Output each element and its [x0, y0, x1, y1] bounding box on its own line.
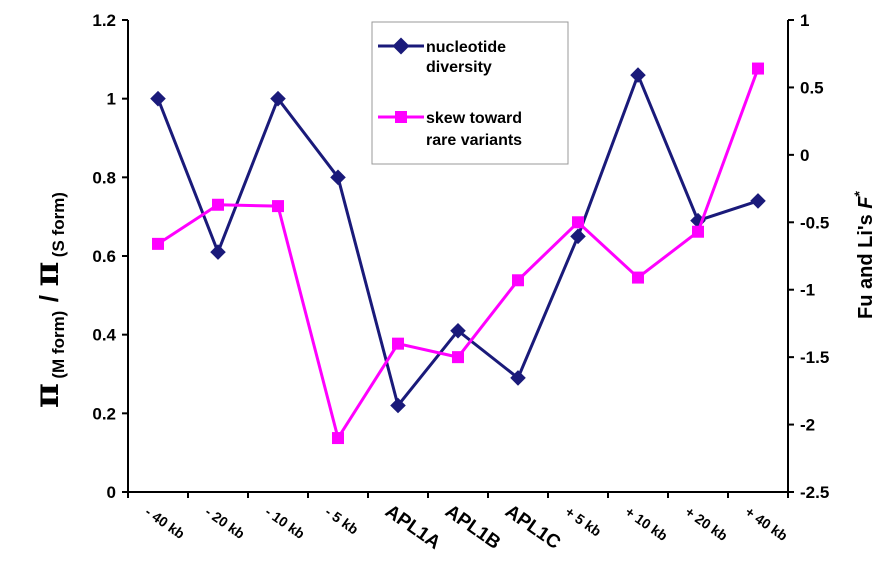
- x-tick-label: - 5 kb: [322, 503, 361, 537]
- data-point-nucleotide-diversity: [330, 169, 346, 186]
- data-point-nucleotide-diversity: [210, 244, 226, 260]
- legend-marker-skew: [395, 111, 407, 123]
- y2-tick-label: -1: [800, 281, 815, 300]
- data-point-skew: [752, 62, 764, 75]
- legend-label-skew: skew toward: [426, 110, 522, 127]
- y2-tick-label: 0: [800, 146, 809, 165]
- data-point-skew: [392, 337, 404, 350]
- data-point-nucleotide-diversity: [630, 67, 646, 83]
- y2-tick-label: 0.5: [800, 78, 824, 97]
- x-tick-label: APL1B: [441, 501, 504, 554]
- legend-label-nucleotide-diversity-line2: diversity: [426, 59, 492, 76]
- x-tick-label: + 10 kb: [622, 503, 670, 544]
- y-tick-label: 0.8: [92, 168, 116, 187]
- y2-tick-label: -1.5: [800, 348, 829, 367]
- y-tick-label: 1.2: [92, 11, 116, 30]
- x-tick-label: - 10 kb: [262, 503, 308, 542]
- x-tick-label: - 40 kb: [142, 503, 188, 542]
- data-point-skew: [572, 216, 584, 229]
- data-point-skew: [632, 271, 644, 284]
- x-tick-label: + 5 kb: [562, 503, 604, 539]
- legend: nucleotide diversity skew toward rare va…: [371, 21, 569, 165]
- legend-label-skew-line2: rare variants: [426, 132, 522, 149]
- data-point-nucleotide-diversity: [150, 90, 166, 107]
- y-tick-label: 0: [107, 483, 116, 502]
- y-tick-label: 0.2: [92, 404, 116, 423]
- y-tick-label: 0.6: [92, 247, 116, 266]
- data-point-skew: [212, 198, 224, 211]
- x-tick-label: - 20 kb: [202, 503, 248, 542]
- data-point-skew: [272, 200, 284, 213]
- y-tick-label: 0.4: [92, 326, 116, 345]
- data-point-skew: [452, 351, 464, 364]
- legend-label-nucleotide-diversity: nucleotide: [426, 39, 506, 56]
- data-point-nucleotide-diversity: [750, 193, 766, 209]
- data-point-skew: [692, 225, 704, 238]
- y-axis-title: π (M form) / π (S form): [27, 192, 68, 408]
- x-tick-label: APL1C: [501, 501, 564, 554]
- data-point-skew: [512, 274, 524, 287]
- y2-tick-label: 1: [800, 11, 809, 30]
- y-tick-label: 1: [107, 90, 116, 109]
- y2-tick-label: -0.5: [800, 213, 829, 232]
- x-tick-label: APL1A: [381, 501, 444, 554]
- y2-tick-label: -2: [800, 416, 815, 435]
- y2-tick-label: -2.5: [800, 483, 829, 502]
- data-point-nucleotide-diversity: [570, 228, 586, 245]
- x-tick-label: + 40 kb: [742, 503, 790, 544]
- x-tick-label: + 20 kb: [682, 503, 730, 544]
- data-point-skew: [332, 432, 344, 445]
- data-point-skew: [152, 237, 164, 250]
- y2-axis-title: Fu and Li's F*: [851, 190, 877, 319]
